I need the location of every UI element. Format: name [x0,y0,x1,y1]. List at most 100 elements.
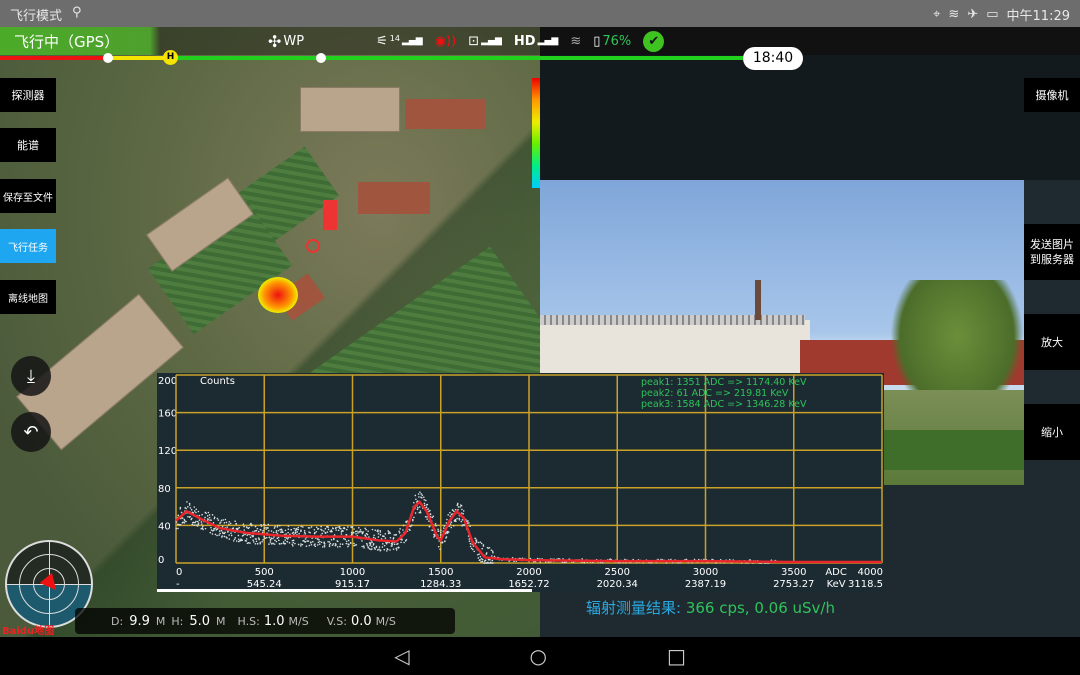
data-point [413,501,415,504]
data-point [272,537,274,540]
data-point [232,527,235,529]
data-point [477,557,480,559]
data-point [398,532,401,534]
data-point [379,533,382,536]
x-unit-adc: ADC [825,567,847,578]
data-point [211,514,214,516]
data-point [485,552,488,554]
data-point [461,512,463,514]
data-point [340,533,343,535]
x-tick-label-kev: 1652.72 [508,579,549,590]
data-point [246,534,249,536]
send-image-button[interactable]: 发送图片到服务器 [1024,224,1080,280]
data-point [353,528,355,530]
data-point [197,510,200,513]
data-point [261,540,263,543]
remote-controller-icon: ⊡ [468,33,480,49]
data-point [444,540,446,543]
data-point [270,537,273,540]
data-point [425,506,428,509]
waypoint-marker[interactable] [103,53,113,63]
data-point [179,523,182,526]
data-point [214,533,217,536]
x-unit-kev: KeV [827,579,846,590]
data-point [440,529,442,531]
data-point [355,543,358,546]
data-point [220,521,222,523]
rc-signal-bars-icon: ▂▄▆ [481,36,502,46]
data-point [245,538,248,540]
peak-label: peak2: 61 ADC => 219.81 KeV [641,388,789,399]
x-tick-label-adc: 500 [255,567,274,578]
data-point [397,542,399,545]
spectrum-button[interactable]: 能谱 [0,128,56,162]
data-point [660,558,662,561]
data-point [258,538,260,540]
satellite-map[interactable] [0,27,540,637]
data-point [275,540,278,543]
data-point [236,528,239,531]
return-home-icon[interactable]: ↶ [11,412,51,452]
data-point [445,536,448,538]
data-point [366,544,369,546]
data-point [300,543,302,545]
data-point [276,524,279,527]
chart-scrollbar[interactable] [157,589,532,592]
home-marker[interactable]: H [163,50,178,65]
data-point [479,555,482,558]
data-point [267,529,270,532]
data-point [292,531,295,534]
data-point [300,530,302,533]
data-point [477,541,480,544]
data-point [235,522,237,525]
save-to-file-button[interactable]: 保存至文件 [0,179,56,213]
data-point [323,545,326,548]
detector-button[interactable]: 探测器 [0,78,56,112]
offline-map-button[interactable]: 离线地图 [0,280,56,314]
zoom-in-button[interactable]: 放大 [1024,314,1080,370]
progress-yellow-segment [108,56,171,60]
data-point [369,544,371,547]
data-point [304,541,307,543]
waypoint-marker[interactable] [316,53,326,63]
data-point [381,546,384,548]
home-icon[interactable]: ○ [529,644,547,668]
data-point [450,526,453,529]
recents-icon[interactable]: □ [666,644,686,668]
data-point [276,526,279,528]
data-point [406,520,408,522]
data-point [491,555,493,557]
data-point [409,525,412,528]
x-tick-label-kev: 1284.33 [420,579,461,590]
data-point [395,549,398,551]
data-point [462,512,465,515]
data-point [196,520,199,523]
data-point [445,522,448,524]
land-icon[interactable]: ⤓ [11,356,51,396]
data-point [277,539,280,542]
data-point [229,522,232,525]
data-point [377,536,380,538]
data-point [275,530,278,532]
camera-button[interactable]: 摄像机 [1024,78,1080,112]
data-point [317,541,320,544]
check-ok-icon[interactable]: ✔ [643,30,665,52]
data-point [347,539,350,542]
data-point [418,496,420,498]
y-tick-label: 160 [158,409,177,420]
flight-mission-button[interactable]: 飞行任务 [0,229,56,263]
data-point [262,529,264,532]
data-point [326,531,329,533]
zoom-out-button[interactable]: 缩小 [1024,404,1080,460]
data-point [195,524,197,526]
data-point [468,522,470,524]
data-point [327,528,330,531]
data-point [411,524,413,527]
data-point [221,525,224,528]
back-icon[interactable]: ◁ [394,644,410,668]
data-point [277,536,280,539]
data-point [192,512,195,514]
vspeed-label: V.S: [326,614,347,628]
data-point [256,543,259,545]
data-point [395,547,398,550]
